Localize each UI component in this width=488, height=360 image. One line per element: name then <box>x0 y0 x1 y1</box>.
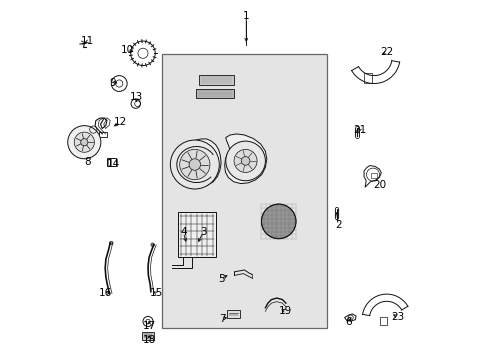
Circle shape <box>151 243 154 247</box>
Text: 9: 9 <box>110 78 116 88</box>
Text: 5: 5 <box>217 274 224 284</box>
Text: 2: 2 <box>334 220 341 230</box>
Bar <box>178 212 215 257</box>
Circle shape <box>170 140 219 189</box>
Text: 3: 3 <box>200 227 206 237</box>
Bar <box>107 158 116 166</box>
Circle shape <box>81 139 88 146</box>
Text: 19: 19 <box>279 306 292 316</box>
Bar <box>162 54 326 328</box>
Circle shape <box>241 157 249 165</box>
Circle shape <box>234 149 257 172</box>
Text: 17: 17 <box>142 321 155 331</box>
Text: 4: 4 <box>180 227 186 237</box>
Text: 12: 12 <box>113 117 127 127</box>
Bar <box>363 73 371 83</box>
Bar <box>108 159 111 165</box>
Text: 16: 16 <box>99 288 112 298</box>
Circle shape <box>68 126 101 159</box>
FancyBboxPatch shape <box>142 332 153 340</box>
Bar <box>380 317 386 325</box>
Polygon shape <box>224 134 266 184</box>
Text: 13: 13 <box>130 92 143 102</box>
Text: 18: 18 <box>142 335 155 345</box>
Text: 21: 21 <box>352 125 366 135</box>
Bar <box>99 132 107 137</box>
Text: 8: 8 <box>84 157 91 167</box>
Text: 20: 20 <box>372 180 385 190</box>
Bar <box>199 75 233 85</box>
Text: 6: 6 <box>345 317 351 327</box>
Text: 1: 1 <box>243 11 249 21</box>
Text: 14: 14 <box>106 159 120 169</box>
Polygon shape <box>178 139 221 186</box>
Circle shape <box>261 204 295 239</box>
Text: 22: 22 <box>379 47 392 57</box>
Text: 11: 11 <box>81 36 94 46</box>
Circle shape <box>225 141 265 181</box>
Bar <box>196 89 233 98</box>
Text: 7: 7 <box>219 314 226 324</box>
FancyBboxPatch shape <box>227 310 240 318</box>
Text: 10: 10 <box>121 45 134 55</box>
Bar <box>370 173 376 178</box>
Circle shape <box>179 149 209 180</box>
Circle shape <box>74 132 94 152</box>
Text: 15: 15 <box>149 288 163 298</box>
Circle shape <box>109 241 113 245</box>
Circle shape <box>189 159 200 170</box>
Text: 23: 23 <box>390 312 403 322</box>
